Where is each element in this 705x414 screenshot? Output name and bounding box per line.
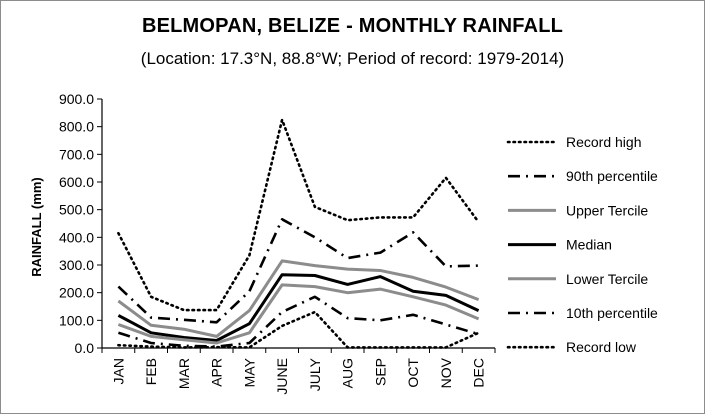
x-tick-label: DEC — [471, 358, 487, 388]
series-line-record-low — [117, 310, 480, 349]
chart-subtitle: (Location: 17.3°N, 88.8°W; Period of rec… — [140, 49, 565, 68]
legend-label: Upper Tercile — [566, 202, 648, 218]
plot-area — [117, 118, 480, 349]
series-line-90th-percentile — [117, 218, 479, 324]
x-tick-label: OCT — [405, 358, 421, 388]
y-tick-label: 500.0 — [59, 202, 94, 218]
legend-label: Lower Tercile — [566, 271, 648, 287]
series-line-record-high — [117, 118, 480, 312]
legend-label: 90th percentile — [566, 168, 658, 184]
axes: 0.0 100.0 200.0 300.0 400.0 500.0 600.0 700.0 80… — [59, 91, 496, 395]
legend-label: Record low — [566, 339, 637, 355]
y-tick-label: 900.0 — [59, 91, 94, 107]
x-tick-label: JAN — [110, 358, 126, 384]
x-tick-label: AUG — [340, 358, 356, 388]
y-tick-label: 700.0 — [59, 146, 94, 162]
x-tick-label: MAY — [241, 357, 257, 387]
x-tick-label: SEP — [372, 358, 388, 386]
x-tick-label: FEB — [143, 358, 159, 385]
y-tick-label: 800.0 — [59, 119, 94, 135]
x-tick-label: NOV — [438, 357, 454, 388]
x-tick-label: JUNE — [274, 358, 290, 395]
series-line-10th-percentile — [118, 295, 479, 348]
y-tick-label: 300.0 — [59, 257, 94, 273]
series-line-lower-tercile — [117, 283, 480, 345]
legend-label: 10th percentile — [566, 305, 658, 321]
x-tick-label: APR — [209, 358, 225, 387]
series-line-upper-tercile — [117, 259, 480, 338]
y-tick-label: 400.0 — [59, 229, 94, 245]
series-line-median — [117, 273, 480, 342]
y-axis-label: RAINFALL (mm) — [29, 177, 44, 276]
legend: Record high 90th percentile Upper Tercile M… — [506, 134, 658, 355]
y-tick-label: 0.0 — [75, 340, 95, 356]
x-tick-label: JULY — [307, 357, 323, 391]
y-tick-label: 100.0 — [59, 312, 94, 328]
legend-label: Record high — [566, 134, 642, 150]
legend-label: Median — [566, 237, 612, 253]
x-tick-label: MAR — [176, 358, 192, 389]
chart-title: BELMOPAN, BELIZE - MONTHLY RAINFALL — [141, 15, 564, 37]
y-tick-label: 600.0 — [59, 174, 94, 190]
y-tick-label: 200.0 — [59, 285, 94, 301]
